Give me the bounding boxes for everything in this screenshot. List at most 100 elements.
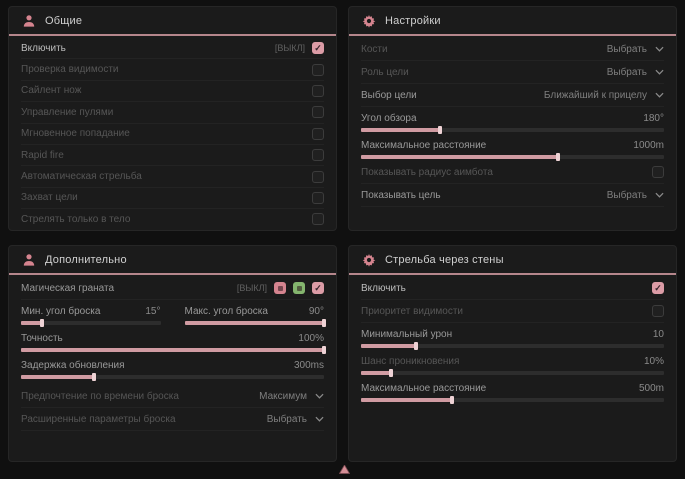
min-throw-slider-fill	[21, 319, 44, 327]
min-throw-slider[interactable]	[21, 319, 161, 327]
gear-icon	[362, 14, 376, 28]
row-throw-time-pref: Предпочтение по времени броска Максимум	[21, 385, 324, 408]
person-icon	[22, 14, 36, 28]
bones-select[interactable]: Выбрать	[607, 44, 664, 55]
throw-angle-row: Мин. угол броска 15° Макс. угол броска 9…	[21, 300, 326, 327]
max-distance-slider-fill	[361, 153, 560, 161]
max-distance-slider[interactable]	[361, 153, 664, 161]
keybind-badge[interactable]: [ВЫКЛ]	[274, 43, 305, 54]
checkbox[interactable]	[312, 149, 324, 162]
row-label: Приоритет видимости	[361, 305, 464, 317]
keybind-badge[interactable]: [ВЫКЛ]	[236, 283, 267, 293]
row-label: Автоматическая стрельба	[21, 171, 142, 183]
slider-value: 10%	[643, 355, 664, 367]
row-label: Проверка видимости	[21, 64, 119, 76]
row-enable[interactable]: Включить [ВЫКЛ]	[21, 38, 324, 60]
panel-additional-header: Дополнительно	[9, 246, 336, 275]
gear-icon	[362, 253, 376, 267]
checkbox[interactable]	[312, 170, 324, 183]
target-select-select[interactable]: Ближайший к прицелу	[544, 90, 664, 101]
advanced-throw-select[interactable]: Выбрать	[267, 414, 324, 425]
panel-general: Общие Включить [ВЫКЛ] Проверка видимости…	[8, 6, 337, 231]
accuracy-slider-fill	[21, 346, 326, 354]
row-show-radius[interactable]: Показывать радиус аимбота	[361, 161, 664, 184]
wallbang-max-distance-slider[interactable]	[361, 396, 664, 404]
max-throw-slider-fill	[184, 319, 326, 327]
slider-value: 90°	[308, 305, 324, 317]
row-label: Шанс проникновения	[361, 355, 460, 367]
row-label: Включить	[21, 42, 66, 54]
row-visibility-priority[interactable]: Приоритет видимости	[361, 300, 664, 323]
checkbox[interactable]	[312, 106, 324, 119]
slider-value: 300ms	[293, 359, 324, 371]
throw-time-pref-select[interactable]: Максимум	[259, 391, 324, 402]
panel-wallbang-body: Включить Приоритет видимости Минимальный…	[349, 275, 676, 461]
checkbox[interactable]	[312, 127, 324, 140]
max-throw-slider[interactable]	[184, 319, 326, 327]
update-delay-slider[interactable]	[21, 373, 324, 381]
row-label: Включить	[361, 282, 406, 294]
checkbox[interactable]	[312, 191, 324, 204]
chevron-down-icon	[655, 46, 664, 52]
row-rapid-fire[interactable]: Rapid fire	[21, 145, 324, 167]
row-instant-hit[interactable]: Мгновенное попадание	[21, 124, 324, 145]
select-value: Ближайший к прицелу	[543, 89, 647, 101]
penetration-chance-slider-fill	[361, 369, 394, 377]
show-target-select[interactable]: Выбрать	[607, 190, 664, 201]
row-label: Предпочтение по времени броска	[21, 390, 179, 402]
row-label: Макс. угол броска	[184, 305, 268, 317]
select-value: Выбрать	[606, 189, 647, 201]
row-silent-knife[interactable]: Сайлент нож	[21, 81, 324, 103]
row-magic-grenade[interactable]: Магическая граната [ВЫКЛ]	[21, 277, 324, 300]
row-label: Максимальное расстояние	[361, 382, 487, 394]
checkbox[interactable]	[312, 42, 324, 55]
row-label: Показывать радиус аимбота	[361, 166, 493, 178]
row-min-throw: Мин. угол броска 15°	[21, 300, 161, 327]
slider-value: 180°	[643, 112, 664, 124]
color-swatch-pink-icon[interactable]	[274, 282, 286, 294]
select-value: Выбрать	[266, 413, 307, 425]
fov-slider-fill	[361, 126, 442, 134]
chevron-down-icon	[655, 192, 664, 198]
row-label: Магическая граната	[21, 282, 115, 294]
slider-value: 100%	[298, 332, 324, 344]
row-show-target: Показывать цель Выбрать	[361, 184, 664, 207]
min-damage-slider[interactable]	[361, 342, 664, 350]
panel-wallbang: Стрельба через стены Включить Приоритет …	[348, 245, 677, 462]
slider-value: 15°	[145, 305, 161, 317]
checkbox[interactable]	[652, 305, 664, 317]
fov-slider[interactable]	[361, 126, 664, 134]
row-auto-shoot[interactable]: Автоматическая стрельба	[21, 166, 324, 188]
chevron-down-icon	[655, 69, 664, 75]
row-penetration-chance: Шанс проникновения 10%	[361, 350, 664, 377]
checkbox[interactable]	[312, 213, 324, 226]
select-value: Выбрать	[606, 43, 647, 55]
row-body-only[interactable]: Стрелять только в тело	[21, 209, 324, 230]
panel-additional-body: Магическая граната [ВЫКЛ] Мин. угол брос…	[9, 275, 336, 461]
color-swatch-green-icon[interactable]	[293, 282, 305, 294]
row-bones: Кости Выбрать	[361, 38, 664, 61]
row-target-select: Выбор цели Ближайший к прицелу	[361, 84, 664, 107]
mod-menu: Общие Включить [ВЫКЛ] Проверка видимости…	[0, 0, 685, 462]
row-bullet-control[interactable]: Управление пулями	[21, 102, 324, 124]
row-label: Rapid fire	[21, 149, 64, 161]
checkbox[interactable]	[312, 84, 324, 97]
checkbox[interactable]	[652, 282, 664, 294]
row-accuracy: Точность 100%	[21, 327, 326, 354]
wallbang-max-distance-slider-fill	[361, 396, 454, 404]
row-target-lock[interactable]: Захват цели	[21, 188, 324, 210]
checkbox[interactable]	[652, 166, 664, 178]
accuracy-slider[interactable]	[21, 346, 326, 354]
panel-additional: Дополнительно Магическая граната [ВЫКЛ] …	[8, 245, 337, 462]
row-label: Мгновенное попадание	[21, 128, 130, 140]
checkbox[interactable]	[312, 63, 324, 76]
slider-value: 10	[652, 328, 664, 340]
row-max-distance: Максимальное расстояние 1000m	[361, 134, 664, 161]
target-role-select[interactable]: Выбрать	[607, 67, 664, 78]
min-damage-slider-fill	[361, 342, 418, 350]
penetration-chance-slider[interactable]	[361, 369, 664, 377]
row-visibility-check[interactable]: Проверка видимости	[21, 59, 324, 81]
checkbox[interactable]	[312, 282, 324, 294]
row-label: Роль цели	[361, 66, 409, 78]
row-wallbang-enable[interactable]: Включить	[361, 277, 664, 300]
